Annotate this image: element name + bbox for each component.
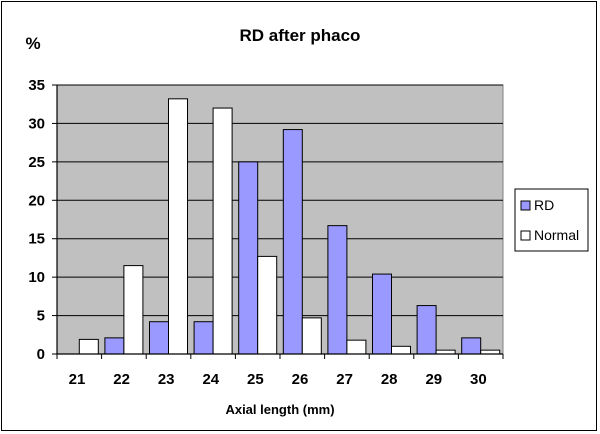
bar-rd-25 — [238, 161, 259, 355]
bar-normal-25 — [257, 255, 278, 355]
bar-normal-27 — [346, 339, 367, 355]
x-tick-label: 24 — [202, 371, 219, 388]
bar-rd-28 — [372, 273, 392, 355]
bar-rd-29 — [416, 305, 437, 355]
y-tick-label: 10 — [28, 269, 45, 286]
bar-rd-26 — [282, 129, 303, 355]
legend: RD Normal — [514, 188, 589, 252]
y-tick-label: 35 — [28, 77, 45, 94]
legend-swatch-rd — [520, 200, 531, 211]
bar-normal-23 — [168, 98, 188, 355]
y-tick-label: 25 — [28, 154, 45, 171]
bar-rd-22 — [104, 337, 125, 355]
bar-normal-21 — [78, 338, 99, 355]
legend-label-normal: Normal — [534, 227, 579, 243]
bar-rd-23 — [149, 321, 169, 355]
bar-normal-22 — [123, 265, 144, 355]
y-tick-label: 5 — [37, 308, 45, 325]
x-tick-label: 29 — [425, 371, 442, 388]
bar-normal-26 — [301, 317, 322, 355]
x-axis-label: Axial length (mm) — [225, 402, 334, 417]
x-tick-label: 30 — [470, 371, 487, 388]
y-tick-label: 20 — [28, 192, 45, 209]
x-tick-label: 22 — [113, 371, 130, 388]
y-tick-label: 0 — [37, 346, 45, 363]
legend-label-rd: RD — [534, 197, 554, 213]
x-tick-label: 23 — [158, 371, 175, 388]
y-tick-label: 15 — [28, 231, 45, 248]
legend-box — [514, 188, 589, 252]
bar-rd-24 — [193, 321, 214, 355]
x-tick-labels: 21 22 23 24 25 26 27 28 29 30 — [69, 371, 487, 388]
bar-normal-28 — [391, 345, 411, 355]
legend-swatch-normal — [520, 230, 531, 241]
x-tick-label: 25 — [247, 371, 264, 388]
x-tick-label: 27 — [336, 371, 353, 388]
bar-rd-27 — [327, 225, 348, 355]
axes — [52, 84, 504, 359]
x-tick-label: 21 — [69, 371, 86, 388]
bars — [78, 98, 501, 355]
y-tick-labels: 0 5 10 15 20 25 30 35 — [28, 77, 45, 363]
y-tick-label: 30 — [28, 115, 45, 132]
bar-rd-30 — [461, 337, 482, 355]
x-tick-label: 28 — [381, 371, 398, 388]
chart-title: RD after phaco — [240, 26, 361, 45]
bar-normal-24 — [212, 107, 233, 355]
y-unit-label: % — [25, 34, 40, 53]
x-tick-label: 26 — [292, 371, 309, 388]
